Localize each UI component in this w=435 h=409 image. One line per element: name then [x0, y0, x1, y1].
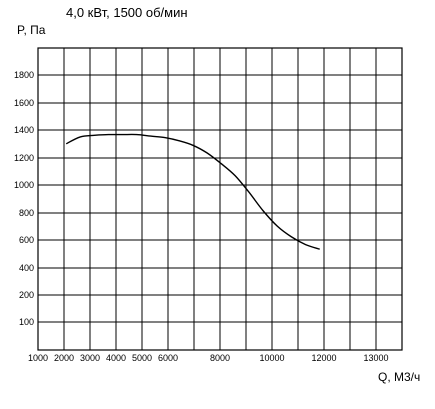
y-tick-label: 100	[19, 317, 34, 327]
x-tick-label: 10000	[259, 353, 284, 363]
y-tick-label: 200	[19, 290, 34, 300]
plot-border	[37, 47, 403, 351]
x-axis-title: Q, М3/ч	[378, 370, 420, 384]
y-tick-label: 1200	[14, 153, 34, 163]
y-tick-label: 1600	[14, 98, 34, 108]
y-tick-label: 1400	[14, 125, 34, 135]
y-tick-label: 1000	[14, 180, 34, 190]
x-tick-labels: 1000 2000 3000 4000 5000 6000 8000 10000 12000 13…	[28, 353, 389, 363]
y-tick-label: 800	[19, 208, 34, 218]
gridlines	[37, 47, 403, 351]
x-tick-label: 12000	[311, 353, 336, 363]
y-tick-label: 1800	[14, 70, 34, 80]
plot-frame	[37, 47, 403, 351]
chart-title: 4,0 кВт, 1500 об/мин	[66, 5, 188, 20]
x-tick-label: 13000	[363, 353, 388, 363]
y-tick-label: 600	[19, 235, 34, 245]
x-tick-label: 1000	[28, 353, 48, 363]
y-tick-labels: 100 200 400 600 800 1000 1200 1400 1600 1800	[14, 70, 34, 327]
y-tick-label: 400	[19, 263, 34, 273]
x-tick-label: 2000	[54, 353, 74, 363]
x-tick-label: 8000	[210, 353, 230, 363]
x-tick-label: 4000	[106, 353, 126, 363]
series-line	[65, 133, 320, 250]
x-tick-label: 6000	[158, 353, 178, 363]
y-axis-title: P, Па	[17, 23, 46, 37]
x-tick-label: 5000	[132, 353, 152, 363]
x-tick-label: 3000	[80, 353, 100, 363]
